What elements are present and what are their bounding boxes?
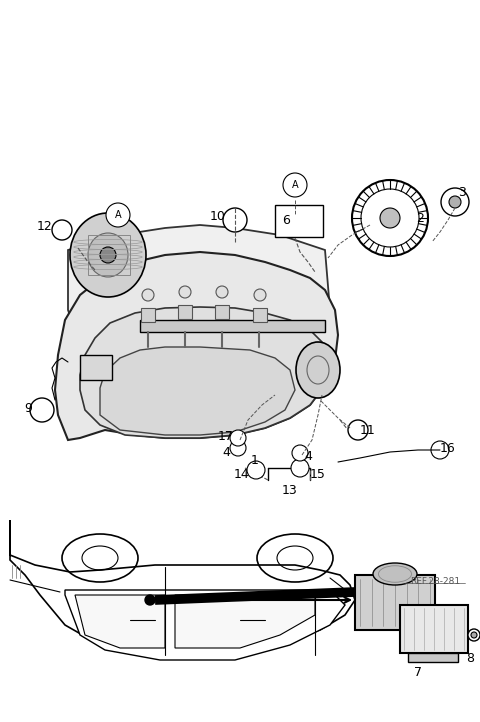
Bar — [355, 575, 435, 630]
Polygon shape — [68, 225, 330, 355]
Bar — [400, 605, 468, 653]
Text: 1: 1 — [251, 453, 259, 466]
Text: 2: 2 — [416, 212, 424, 225]
Circle shape — [247, 461, 265, 479]
Text: 7: 7 — [414, 666, 422, 679]
Text: 8: 8 — [466, 651, 474, 664]
Circle shape — [291, 459, 309, 477]
Text: 4: 4 — [222, 445, 230, 458]
Bar — [215, 305, 229, 319]
Circle shape — [254, 289, 266, 301]
Text: A: A — [292, 180, 298, 190]
Circle shape — [348, 420, 368, 440]
Circle shape — [230, 440, 246, 456]
Circle shape — [216, 286, 228, 298]
Circle shape — [100, 247, 116, 263]
Text: 17: 17 — [218, 430, 234, 443]
Ellipse shape — [70, 213, 146, 297]
Polygon shape — [65, 590, 345, 660]
Text: A: A — [115, 210, 121, 220]
Text: 9: 9 — [24, 401, 32, 414]
Ellipse shape — [296, 342, 340, 398]
Circle shape — [468, 629, 480, 641]
Ellipse shape — [373, 563, 417, 585]
Circle shape — [441, 188, 469, 216]
Circle shape — [230, 430, 246, 446]
Text: 6: 6 — [282, 214, 290, 227]
Bar — [141, 308, 155, 322]
Circle shape — [292, 445, 308, 461]
Text: 10: 10 — [210, 209, 226, 222]
Circle shape — [431, 441, 449, 459]
Text: REF.28-281: REF.28-281 — [410, 578, 460, 586]
Circle shape — [223, 208, 247, 232]
Circle shape — [30, 398, 54, 422]
Text: 12: 12 — [37, 219, 53, 232]
Circle shape — [283, 173, 307, 197]
Bar — [408, 653, 458, 662]
Text: 4: 4 — [304, 450, 312, 463]
Polygon shape — [100, 347, 295, 435]
Circle shape — [142, 289, 154, 301]
Text: 13: 13 — [282, 484, 298, 497]
Circle shape — [449, 196, 461, 208]
Text: 15: 15 — [310, 469, 326, 482]
Text: 14: 14 — [234, 469, 250, 482]
Polygon shape — [175, 595, 315, 648]
Bar — [80, 355, 112, 380]
Circle shape — [106, 203, 130, 227]
Text: 3: 3 — [458, 186, 466, 199]
Polygon shape — [75, 595, 165, 648]
Circle shape — [380, 208, 400, 228]
Text: 11: 11 — [360, 424, 376, 437]
Bar — [140, 320, 325, 332]
Circle shape — [145, 595, 155, 605]
Ellipse shape — [88, 233, 128, 277]
Circle shape — [471, 632, 477, 638]
Text: 16: 16 — [440, 441, 456, 455]
Circle shape — [52, 220, 72, 240]
Polygon shape — [10, 520, 355, 655]
Bar — [275, 205, 323, 237]
Polygon shape — [80, 307, 330, 438]
Circle shape — [352, 180, 428, 256]
Bar — [178, 305, 192, 319]
Polygon shape — [55, 252, 338, 440]
Circle shape — [179, 286, 191, 298]
Text: 5: 5 — [291, 181, 299, 194]
Bar — [253, 308, 267, 322]
